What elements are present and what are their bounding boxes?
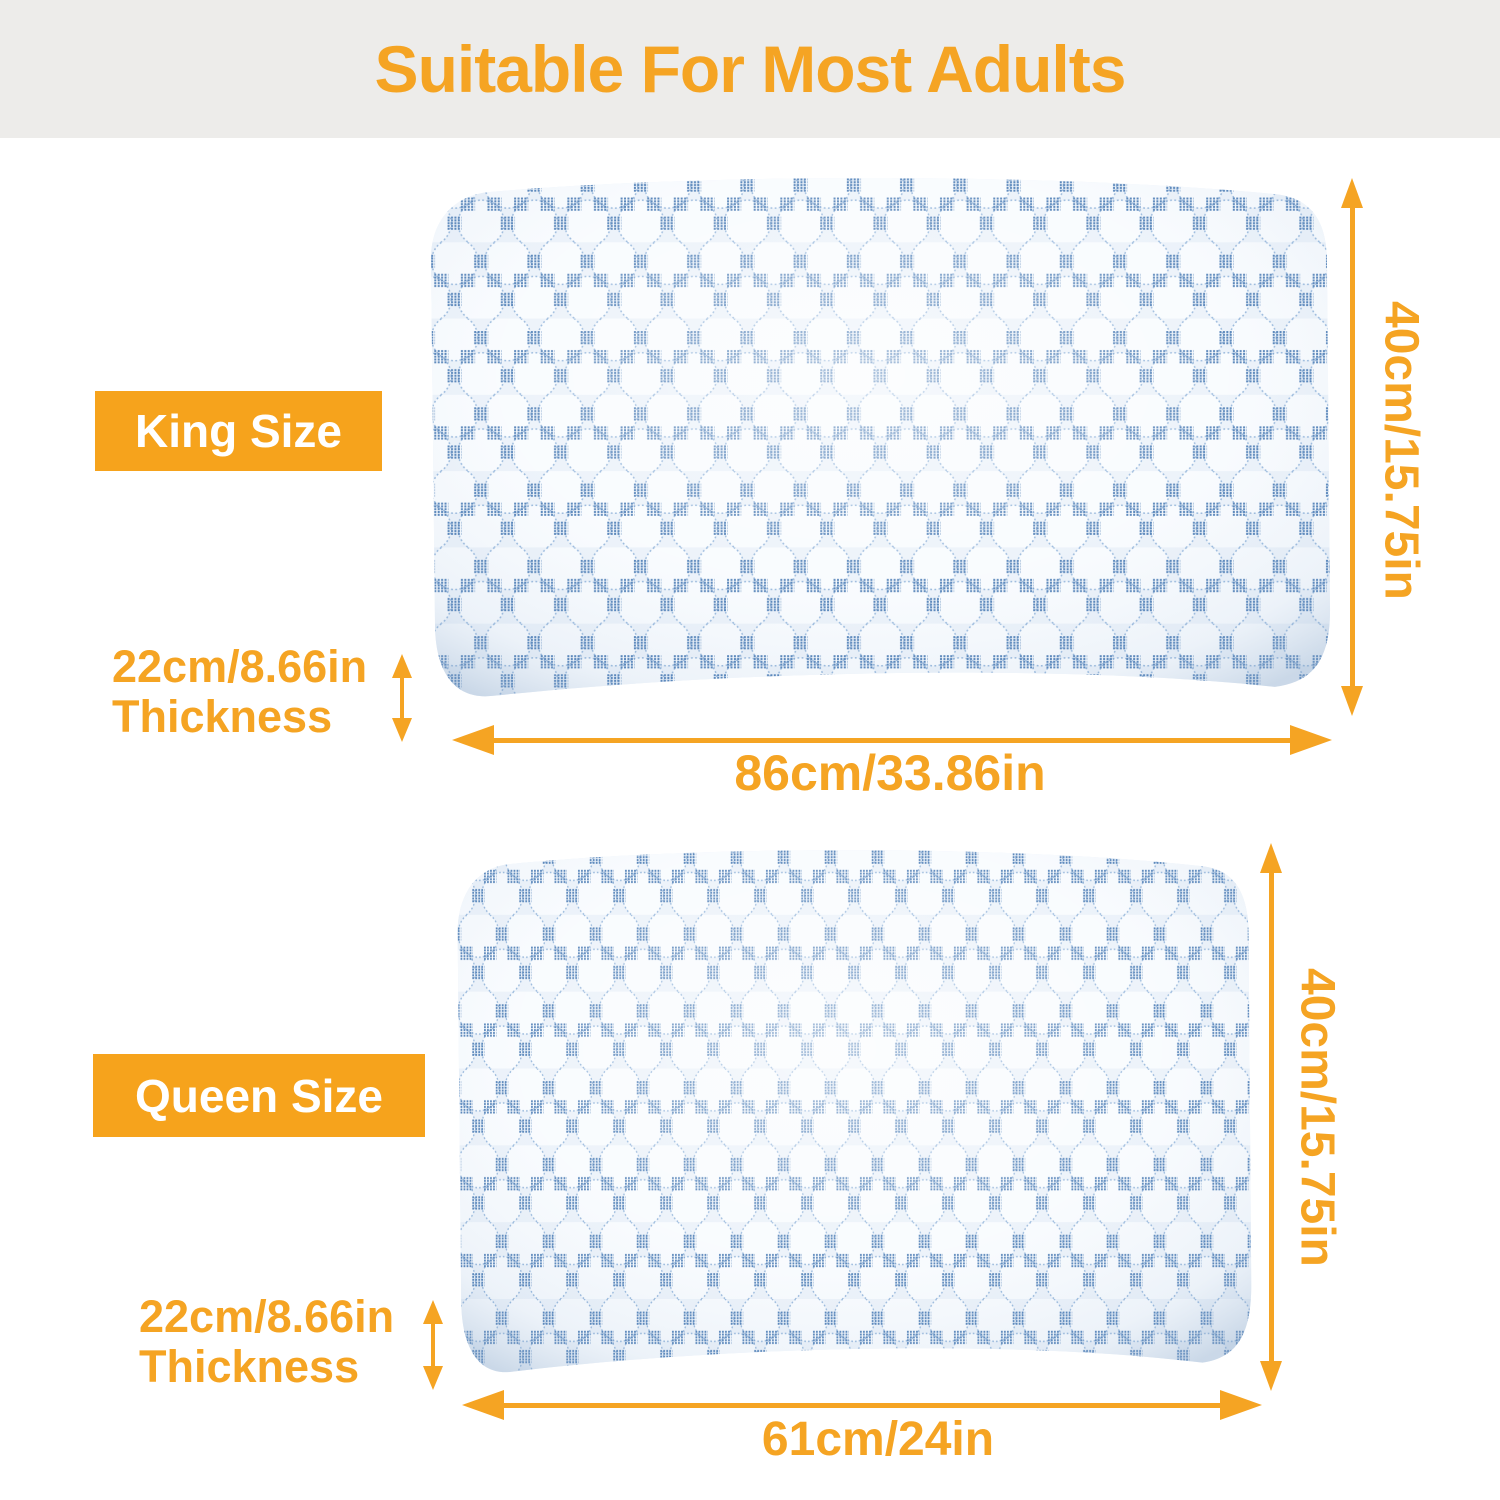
arrow-left-icon	[452, 725, 494, 755]
king-height-arrow-icon	[1341, 178, 1363, 716]
arrow-shaft	[504, 1402, 1220, 1408]
queen-height-arrow-icon	[1260, 843, 1282, 1391]
queen-size-badge: Queen Size	[93, 1054, 425, 1137]
header-banner: Suitable For Most Adults	[0, 0, 1500, 138]
page-title: Suitable For Most Adults	[374, 32, 1127, 106]
king-width-arrow-icon	[452, 725, 1332, 755]
king-pillow-image	[430, 178, 1331, 697]
king-thickness-value: 22cm/8.66in	[112, 641, 368, 692]
arrow-shaft	[494, 737, 1290, 743]
queen-pillow-image	[457, 850, 1252, 1373]
queen-height-label: 40cm/15.75in	[1290, 967, 1344, 1267]
king-thickness-arrow-icon	[392, 654, 412, 742]
king-size-badge-label: King Size	[134, 405, 343, 457]
king-thickness-label: 22cm/8.66in Thickness	[112, 641, 368, 743]
queen-thickness-word: Thickness	[139, 1341, 360, 1393]
queen-width-arrow-icon	[462, 1390, 1262, 1420]
arrow-left-icon	[462, 1390, 504, 1420]
arrow-down-icon	[1260, 1361, 1282, 1391]
queen-thickness-arrow-icon	[423, 1300, 443, 1390]
arrow-up-icon	[1260, 843, 1282, 873]
king-thickness-word: Thickness	[112, 691, 333, 743]
queen-size-badge-label: Queen Size	[135, 1069, 383, 1122]
arrow-down-icon	[392, 718, 412, 742]
queen-thickness-label: 22cm/8.66in Thickness	[139, 1291, 395, 1393]
arrow-shaft	[1268, 873, 1274, 1361]
arrow-shaft	[431, 1324, 435, 1366]
arrow-up-icon	[1341, 178, 1363, 208]
queen-width-label: 61cm/24in	[761, 1413, 995, 1466]
arrow-up-icon	[423, 1300, 443, 1324]
arrow-down-icon	[423, 1366, 443, 1390]
arrow-right-icon	[1220, 1390, 1262, 1420]
king-size-badge: King Size	[95, 391, 382, 471]
arrow-down-icon	[1341, 686, 1363, 716]
arrow-shaft	[400, 678, 404, 718]
king-width-label: 86cm/33.86in	[734, 745, 1046, 801]
king-height-label: 40cm/15.75in	[1374, 300, 1428, 600]
arrow-up-icon	[392, 654, 412, 678]
arrow-right-icon	[1290, 725, 1332, 755]
queen-thickness-value: 22cm/8.66in	[139, 1291, 395, 1342]
arrow-shaft	[1349, 208, 1355, 686]
